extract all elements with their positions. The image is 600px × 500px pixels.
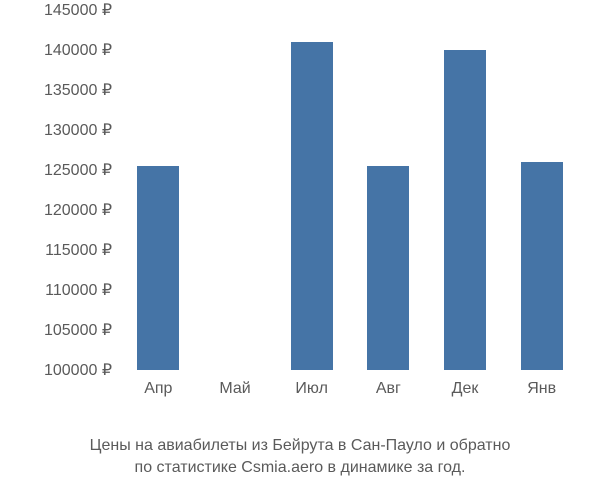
y-tick-label: 100000 ₽: [44, 360, 112, 380]
y-tick-label: 140000 ₽: [44, 40, 112, 60]
bar: [291, 42, 333, 370]
y-tick-label: 145000 ₽: [44, 0, 112, 20]
y-tick-label: 135000 ₽: [44, 80, 112, 100]
x-tick-label: Янв: [527, 380, 556, 398]
y-tick-label: 120000 ₽: [44, 200, 112, 220]
bar: [521, 162, 563, 370]
bar: [367, 166, 409, 370]
x-tick-label: Авг: [376, 380, 401, 398]
bar: [444, 50, 486, 370]
price-chart: 100000 ₽ 105000 ₽ 110000 ₽ 115000 ₽ 120000 ₽…: [0, 0, 600, 430]
plot-area: [120, 10, 580, 370]
y-axis: 100000 ₽105000 ₽110000 ₽115000 ₽120000 ₽…: [0, 10, 120, 370]
x-tick-label: Июл: [295, 380, 327, 398]
x-tick-label: Апр: [144, 380, 172, 398]
y-tick-label: 115000 ₽: [45, 240, 112, 260]
y-tick-label: 110000 ₽: [45, 280, 112, 300]
caption-line-2: по статистике Csmia.aero в динамике за г…: [10, 457, 590, 479]
y-tick-label: 130000 ₽: [44, 120, 112, 140]
x-axis: Апр Май Июл Авг Дек Янв: [120, 380, 580, 410]
chart-caption: Цены на авиабилеты из Бейрута в Сан-Паул…: [0, 435, 600, 478]
x-tick-label: Май: [219, 380, 250, 398]
bar: [137, 166, 179, 370]
x-tick-label: Дек: [452, 380, 479, 398]
y-tick-label: 125000 ₽: [44, 160, 112, 180]
caption-line-1: Цены на авиабилеты из Бейрута в Сан-Паул…: [10, 435, 590, 457]
y-tick-label: 105000 ₽: [44, 320, 112, 340]
